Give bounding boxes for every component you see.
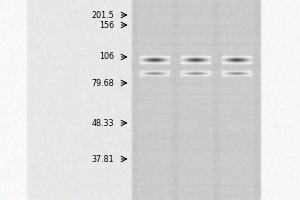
Text: 79.68: 79.68 <box>91 78 114 88</box>
Text: 201.5: 201.5 <box>91 10 114 20</box>
Text: 48.33: 48.33 <box>92 118 114 128</box>
Text: 37.81: 37.81 <box>92 154 114 164</box>
Text: 106: 106 <box>99 52 114 61</box>
Text: 156: 156 <box>99 21 114 29</box>
